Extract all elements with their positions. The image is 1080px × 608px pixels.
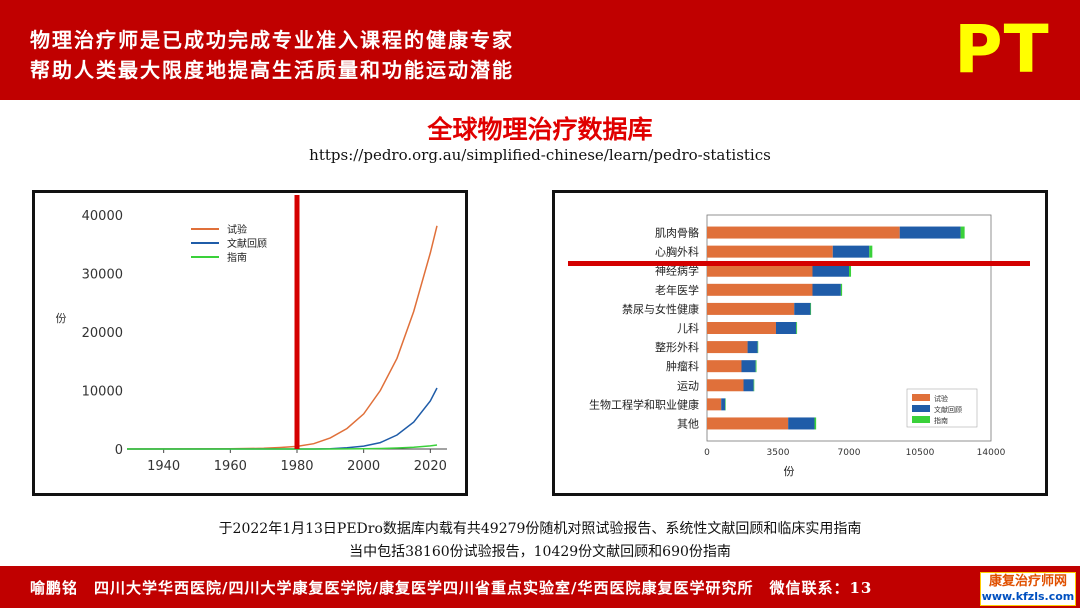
bar-segment <box>707 283 813 296</box>
category-label: 运动 <box>677 379 699 392</box>
bar-segment <box>812 264 849 277</box>
footnote-line-1: 于2022年1月13日PEDro数据库内载有共49279份随机对照试验报告、系统… <box>218 521 862 537</box>
bar-segment <box>869 245 873 258</box>
bar-segment <box>741 360 756 373</box>
category-label: 儿科 <box>677 321 699 335</box>
footnote-line-2: 当中包括38160份试验报告，10429份文献回顾和690份指南 <box>349 544 731 560</box>
bar-segment <box>721 398 726 411</box>
category-label: 生物工程学和职业健康 <box>589 397 699 411</box>
bar-segment <box>743 379 754 392</box>
bar-segment <box>707 264 813 277</box>
line-chart-panel: 1940 1960 1980 2000 2020 0 10000 20000 30000 4000… <box>32 190 468 496</box>
legend-swatch <box>912 405 930 412</box>
x-axis-label: 份 <box>784 465 795 478</box>
bar-chart-panel: 肌肉骨骼心胸外科神经病学老年医学禁尿与女性健康儿科整形外科肿瘤科运动生物工程学和… <box>552 190 1048 496</box>
bar-segment <box>794 302 811 315</box>
y-tick-label: 30000 <box>82 268 123 283</box>
legend-swatch <box>912 394 930 401</box>
bar-segment <box>840 283 843 296</box>
bar-segment <box>796 322 798 334</box>
series-line-指南 <box>127 444 438 450</box>
legend-label: 试验 <box>934 394 948 403</box>
bar-segment <box>814 417 817 430</box>
bar-segment <box>757 341 759 354</box>
x-tick-label: 0 <box>704 448 710 458</box>
header-line-1: 物理治疗师是已成功完成专业准入课程的健康专家 <box>30 28 514 52</box>
category-label: 肿瘤科 <box>666 359 699 373</box>
bar-segment <box>707 360 742 373</box>
bar-segment <box>788 417 815 430</box>
legend-swatch <box>912 416 930 423</box>
x-tick-label: 2000 <box>347 459 380 474</box>
bar-segment <box>707 322 776 334</box>
watermark-name: 康复治疗师网 <box>988 574 1067 589</box>
y-tick-label: 10000 <box>82 385 123 400</box>
x-tick-label: 1980 <box>280 459 313 474</box>
bar-segment <box>899 226 961 239</box>
legend-label: 文献回顾 <box>934 405 962 414</box>
x-tick-label: 7000 <box>838 448 861 458</box>
legend-label: 试验 <box>227 223 247 236</box>
category-label: 其他 <box>677 417 699 430</box>
marker-line-1980 <box>294 195 300 449</box>
bar-segment <box>755 360 757 373</box>
bar-segment <box>707 417 789 430</box>
category-label: 整形外科 <box>655 340 699 354</box>
bar-segment <box>810 302 812 315</box>
x-tick-label: 3500 <box>767 448 790 458</box>
y-tick-label: 40000 <box>82 209 123 224</box>
x-tick-label: 1940 <box>147 459 180 474</box>
category-label: 老年医学 <box>655 283 699 297</box>
bar-segment <box>707 341 748 354</box>
y-axis-label: 份 <box>56 312 67 325</box>
bar-segment <box>832 245 870 258</box>
category-label: 禁尿与女性健康 <box>622 302 699 316</box>
page-title: 全球物理治疗数据库 <box>427 115 653 144</box>
x-tick-label: 10500 <box>906 448 935 458</box>
bar-segment <box>707 398 722 411</box>
header-line-2: 帮助人类最大限度地提高生活质量和功能运动潜能 <box>30 58 514 82</box>
watermark-url: www.kfzls.com <box>981 590 1075 603</box>
bar-segment <box>812 283 841 296</box>
bar-segment <box>775 322 797 334</box>
marker-line-cardiothoracic <box>568 261 1030 266</box>
legend-label: 指南 <box>934 416 948 425</box>
x-tick-label: 1960 <box>214 459 247 474</box>
category-label: 心胸外科 <box>655 245 699 259</box>
x-tick-label: 14000 <box>977 448 1006 458</box>
bar-segment <box>707 379 744 392</box>
category-label: 神经病学 <box>655 264 699 278</box>
category-label: 肌肉骨骼 <box>655 226 699 240</box>
x-tick-label: 2020 <box>414 459 447 474</box>
series-line-文献回顾 <box>127 387 438 450</box>
y-tick-label: 0 <box>115 443 123 458</box>
series-line-试验 <box>126 225 438 450</box>
legend-label: 指南 <box>227 251 247 264</box>
source-url: https://pedro.org.au/simplified-chinese/… <box>309 146 771 164</box>
bar-segment <box>747 341 758 354</box>
bar-segment <box>753 379 755 392</box>
bar-segment <box>960 226 965 239</box>
bar-chart: 肌肉骨骼心胸外科神经病学老年医学禁尿与女性健康儿科整形外科肿瘤科运动生物工程学和… <box>589 214 1006 478</box>
bar-segment <box>707 226 900 239</box>
footer-banner: 喻鹏铭 四川大学华西医院/四川大学康复医学院/康复医学四川省重点实验室/华西医院… <box>0 566 1080 608</box>
bar-segment <box>707 302 795 315</box>
line-chart: 1940 1960 1980 2000 2020 0 10000 20000 30000 4000… <box>56 195 447 474</box>
footer-text: 喻鹏铭 四川大学华西医院/四川大学康复医学院/康复医学四川省重点实验室/华西医院… <box>30 579 873 597</box>
site-watermark: 康复治疗师网 www.kfzls.com <box>980 572 1076 606</box>
bar-segment <box>849 264 852 277</box>
y-tick-label: 20000 <box>82 326 123 341</box>
header-banner: 物理治疗师是已成功完成专业准入课程的健康专家 帮助人类最大限度地提高生活质量和功… <box>0 0 1080 100</box>
pt-logo: PT <box>954 11 1050 88</box>
legend-label: 文献回顾 <box>227 237 267 250</box>
bar-segment <box>707 245 833 258</box>
bar-segment <box>725 398 726 411</box>
